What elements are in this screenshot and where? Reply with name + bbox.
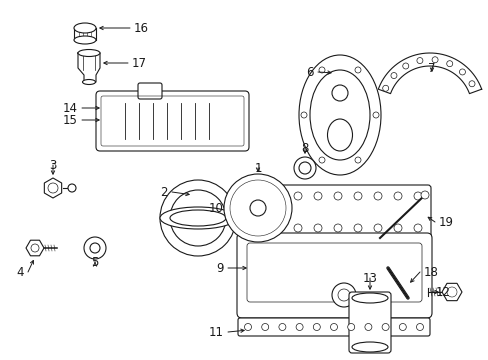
- Circle shape: [224, 174, 291, 242]
- Text: 1: 1: [254, 162, 261, 175]
- Circle shape: [298, 162, 310, 174]
- Circle shape: [402, 63, 408, 69]
- Circle shape: [68, 184, 76, 192]
- Circle shape: [446, 287, 456, 297]
- Circle shape: [313, 324, 320, 330]
- FancyBboxPatch shape: [244, 185, 430, 239]
- Circle shape: [354, 67, 360, 73]
- Circle shape: [354, 157, 360, 163]
- Circle shape: [330, 324, 337, 330]
- Circle shape: [318, 67, 325, 73]
- Text: 13: 13: [362, 271, 377, 284]
- FancyBboxPatch shape: [96, 91, 248, 151]
- Circle shape: [301, 112, 306, 118]
- Text: 14: 14: [63, 102, 78, 114]
- Text: 6: 6: [306, 66, 313, 78]
- Circle shape: [399, 324, 406, 330]
- Circle shape: [413, 192, 421, 200]
- Circle shape: [293, 224, 302, 232]
- FancyBboxPatch shape: [138, 83, 162, 99]
- Circle shape: [382, 85, 388, 91]
- Text: 11: 11: [208, 325, 224, 338]
- Circle shape: [313, 192, 321, 200]
- Circle shape: [160, 180, 236, 256]
- Circle shape: [333, 192, 341, 200]
- Circle shape: [273, 192, 282, 200]
- Circle shape: [273, 224, 282, 232]
- Circle shape: [353, 224, 361, 232]
- Circle shape: [261, 324, 268, 330]
- Circle shape: [393, 192, 401, 200]
- Circle shape: [318, 157, 325, 163]
- Circle shape: [413, 224, 421, 232]
- Circle shape: [416, 58, 422, 64]
- Circle shape: [373, 224, 381, 232]
- Text: 5: 5: [91, 256, 99, 269]
- Circle shape: [48, 183, 58, 193]
- FancyBboxPatch shape: [348, 292, 390, 353]
- Text: 19: 19: [438, 216, 453, 229]
- Circle shape: [459, 69, 465, 75]
- Circle shape: [390, 73, 396, 78]
- Circle shape: [393, 224, 401, 232]
- Circle shape: [416, 324, 423, 330]
- Text: 2: 2: [160, 185, 168, 198]
- Circle shape: [446, 61, 452, 67]
- Ellipse shape: [82, 80, 95, 85]
- Circle shape: [170, 190, 225, 246]
- Circle shape: [90, 243, 100, 253]
- Circle shape: [84, 237, 106, 259]
- Circle shape: [278, 324, 285, 330]
- Text: 18: 18: [423, 266, 438, 279]
- Ellipse shape: [298, 55, 380, 175]
- Circle shape: [293, 157, 315, 179]
- Circle shape: [296, 324, 303, 330]
- Circle shape: [313, 224, 321, 232]
- Text: 4: 4: [17, 266, 24, 279]
- Polygon shape: [378, 53, 481, 94]
- Circle shape: [337, 289, 349, 301]
- Ellipse shape: [78, 49, 100, 57]
- Ellipse shape: [351, 342, 387, 352]
- Text: 3: 3: [49, 158, 57, 171]
- Circle shape: [420, 191, 428, 199]
- Ellipse shape: [351, 293, 387, 303]
- Ellipse shape: [74, 23, 96, 33]
- Text: 17: 17: [132, 57, 147, 69]
- Circle shape: [431, 57, 437, 63]
- Text: 12: 12: [435, 285, 450, 298]
- Circle shape: [331, 283, 355, 307]
- Circle shape: [347, 324, 354, 330]
- Ellipse shape: [160, 207, 236, 229]
- FancyBboxPatch shape: [238, 318, 429, 336]
- Ellipse shape: [327, 119, 352, 151]
- Circle shape: [373, 192, 381, 200]
- Text: 16: 16: [134, 22, 149, 35]
- Circle shape: [468, 81, 474, 87]
- Text: 7: 7: [427, 62, 435, 75]
- Circle shape: [249, 200, 265, 216]
- Circle shape: [381, 324, 388, 330]
- Text: 8: 8: [301, 141, 308, 154]
- Circle shape: [331, 85, 347, 101]
- Ellipse shape: [309, 70, 369, 160]
- Text: 10: 10: [209, 202, 224, 215]
- FancyBboxPatch shape: [237, 233, 431, 318]
- Circle shape: [293, 192, 302, 200]
- Circle shape: [253, 224, 262, 232]
- Circle shape: [333, 224, 341, 232]
- Text: 9: 9: [216, 261, 224, 274]
- Circle shape: [31, 244, 39, 252]
- Circle shape: [253, 192, 262, 200]
- Circle shape: [372, 112, 378, 118]
- Circle shape: [364, 324, 371, 330]
- Circle shape: [353, 192, 361, 200]
- Ellipse shape: [74, 36, 96, 44]
- Ellipse shape: [170, 210, 225, 226]
- Text: 15: 15: [63, 113, 78, 126]
- Circle shape: [244, 324, 251, 330]
